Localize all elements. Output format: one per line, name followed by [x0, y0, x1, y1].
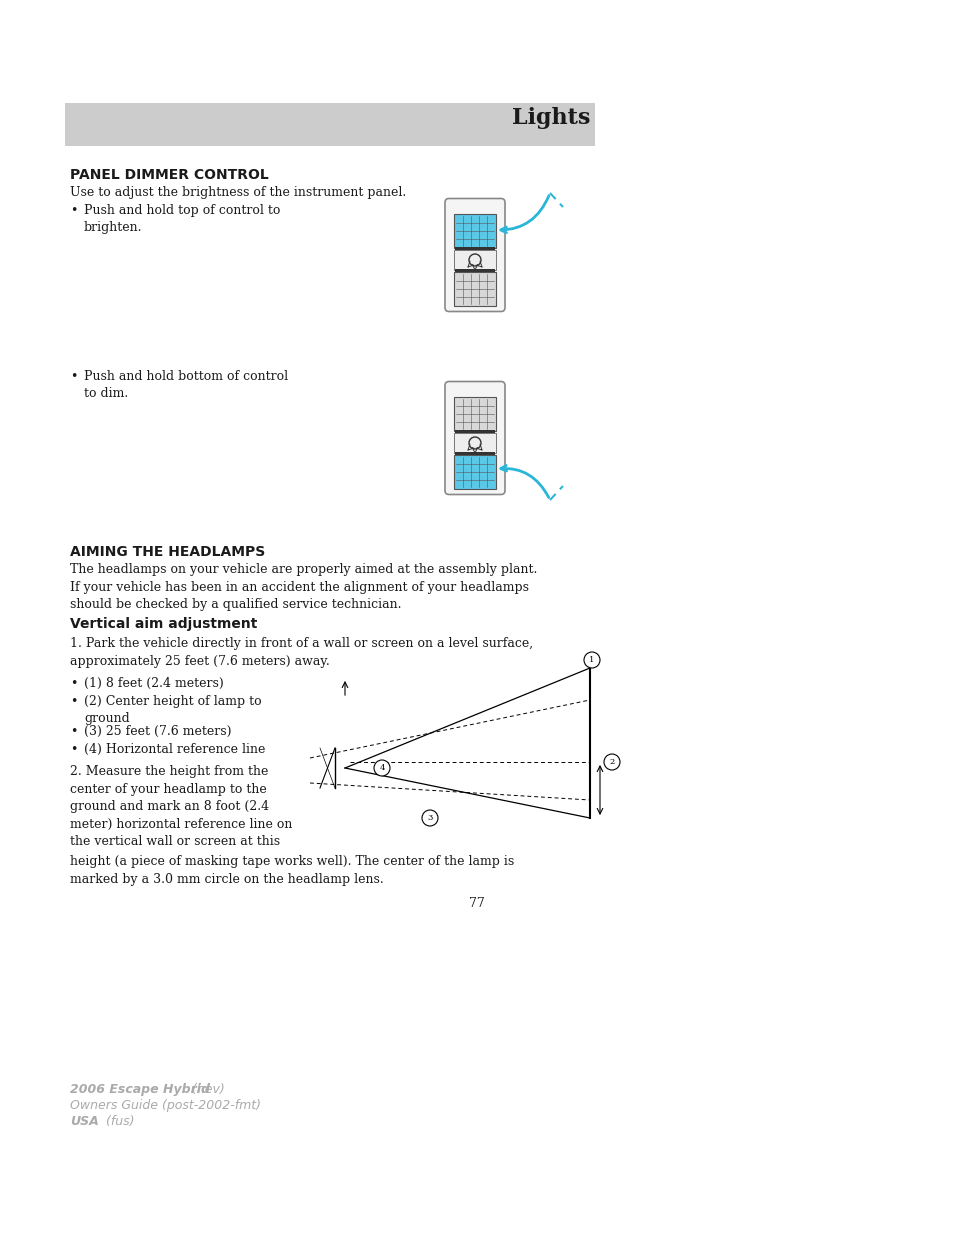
- Text: 1: 1: [589, 656, 594, 664]
- FancyBboxPatch shape: [454, 272, 496, 306]
- Text: (2) Center height of lamp to
ground: (2) Center height of lamp to ground: [84, 695, 261, 725]
- Text: (1) 8 feet (2.4 meters): (1) 8 feet (2.4 meters): [84, 677, 224, 690]
- FancyBboxPatch shape: [454, 249, 496, 270]
- Bar: [455, 269, 495, 273]
- Text: •: •: [70, 370, 77, 383]
- Text: Push and hold bottom of control
to dim.: Push and hold bottom of control to dim.: [84, 370, 288, 400]
- Bar: [455, 247, 495, 251]
- Text: PANEL DIMMER CONTROL: PANEL DIMMER CONTROL: [70, 168, 269, 182]
- Text: USA: USA: [70, 1115, 99, 1128]
- Bar: [455, 430, 495, 433]
- Text: •: •: [70, 695, 77, 708]
- Text: (hev): (hev): [188, 1083, 225, 1095]
- Text: 3: 3: [427, 814, 433, 823]
- Text: height (a piece of masking tape works well). The center of the lamp is
marked by: height (a piece of masking tape works we…: [70, 855, 514, 885]
- Text: (fus): (fus): [102, 1115, 134, 1128]
- Text: Use to adjust the brightness of the instrument panel.: Use to adjust the brightness of the inst…: [70, 186, 406, 199]
- Text: Push and hold top of control to
brighten.: Push and hold top of control to brighten…: [84, 204, 280, 233]
- Bar: [65, 103, 595, 146]
- Text: AIMING THE HEADLAMPS: AIMING THE HEADLAMPS: [70, 545, 265, 559]
- Circle shape: [421, 810, 437, 826]
- Text: •: •: [70, 725, 77, 739]
- Text: 1. Park the vehicle directly in front of a wall or screen on a level surface,
ap: 1. Park the vehicle directly in front of…: [70, 637, 533, 667]
- Text: (4) Horizontal reference line: (4) Horizontal reference line: [84, 743, 265, 756]
- Text: Vertical aim adjustment: Vertical aim adjustment: [70, 618, 257, 631]
- Circle shape: [603, 755, 619, 769]
- Text: 4: 4: [379, 764, 384, 772]
- Text: 2006 Escape Hybrid: 2006 Escape Hybrid: [70, 1083, 210, 1095]
- Text: 2. Measure the height from the
center of your headlamp to the
ground and mark an: 2. Measure the height from the center of…: [70, 764, 292, 848]
- Text: •: •: [70, 743, 77, 756]
- FancyBboxPatch shape: [454, 396, 496, 431]
- Text: Lights: Lights: [511, 107, 589, 128]
- Text: 77: 77: [469, 897, 484, 910]
- FancyBboxPatch shape: [454, 454, 496, 489]
- FancyBboxPatch shape: [454, 214, 496, 248]
- Text: •: •: [70, 677, 77, 690]
- Bar: [455, 452, 495, 456]
- Text: •: •: [70, 204, 77, 217]
- FancyBboxPatch shape: [444, 199, 504, 311]
- Circle shape: [583, 652, 599, 668]
- Text: The headlamps on your vehicle are properly aimed at the assembly plant.
If your : The headlamps on your vehicle are proper…: [70, 563, 537, 611]
- FancyBboxPatch shape: [454, 433, 496, 453]
- Text: (3) 25 feet (7.6 meters): (3) 25 feet (7.6 meters): [84, 725, 232, 739]
- Circle shape: [374, 760, 390, 776]
- FancyBboxPatch shape: [444, 382, 504, 494]
- Text: 2: 2: [609, 758, 614, 766]
- Text: Owners Guide (post-2002-fmt): Owners Guide (post-2002-fmt): [70, 1099, 261, 1112]
